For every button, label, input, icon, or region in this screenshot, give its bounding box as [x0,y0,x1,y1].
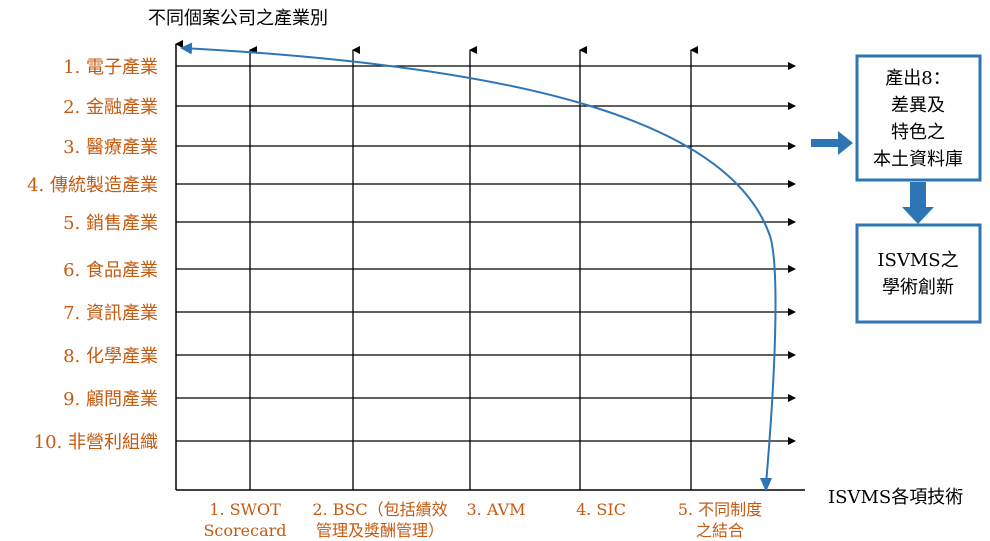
to-output-block-arrow [811,131,853,155]
curve-bottom-arrowhead [760,478,772,492]
industry-grid-lines [176,62,796,445]
technique-grid-lines [249,46,698,490]
industry-label: 5. 銷售產業 [63,213,158,234]
industry-label: 3. 醫療產業 [63,137,158,158]
output-box-line-2: 差異及 [891,95,945,116]
industry-label: 6. 食品產業 [63,260,158,281]
technique-label-line2: 之結合 [696,521,744,540]
to-innovation-block-arrow [902,182,934,224]
innovation-box-line-1: ISVMS之 [877,250,958,271]
output-box-line-4: 本土資料庫 [873,149,963,170]
y-axis-title: 不同個案公司之產業別 [148,8,328,29]
industry-label: 7. 資訊產業 [63,303,158,324]
technique-label-line1: 3. AVM [466,500,525,519]
technique-label-line2: 管理及獎酬管理） [316,521,444,540]
industry-label: 10. 非營利組織 [34,432,158,453]
output-box-line-1: 產出8： [885,68,950,89]
technique-label-line1: 5. 不同制度 [678,500,762,519]
technique-label-line1: 1. SWOT [209,500,281,519]
x-axis-title: ISVMS各項技術 [828,487,963,508]
innovation-box-line-2: 學術創新 [882,277,954,298]
industry-label: 4. 傳統製造產業 [27,175,158,196]
integration-curve [180,42,777,485]
academic-innovation-box: ISVMS之 學術創新 [855,223,982,324]
industry-label: 9. 顧問產業 [63,389,158,410]
technique-label-line1: 2. BSC（包括績效 [312,500,447,519]
technique-label-line2: Scorecard [203,521,286,540]
industry-labels: 1. 電子產業 2. 金融產業 3. 醫療產業 4. 傳統製造產業 5. 銷售產業 6. … [27,57,158,453]
industry-label: 8. 化學產業 [63,346,158,367]
industry-label: 2. 金融產業 [63,97,158,118]
industry-label: 1. 電子產業 [63,57,158,78]
technique-label-line1: 4. SIC [576,500,626,519]
output-box-line-3: 特色之 [891,122,945,143]
output-database-box: 產出8： 差異及 特色之 本土資料庫 [855,54,982,182]
